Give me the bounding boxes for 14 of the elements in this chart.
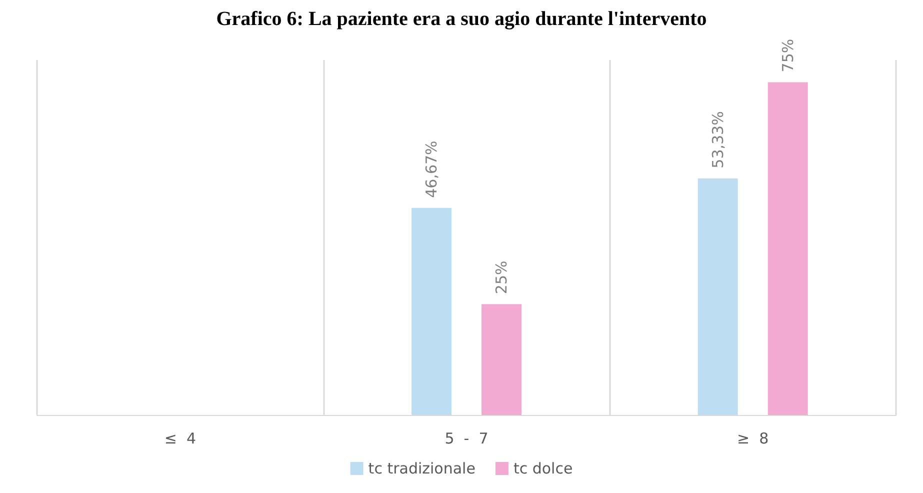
bar	[698, 178, 738, 415]
data-label: 53,33%	[708, 111, 727, 168]
bar	[482, 304, 522, 415]
data-label: 25%	[492, 260, 510, 294]
legend-label: tc dolce	[513, 460, 573, 478]
bar	[412, 208, 452, 415]
x-tick-label: ≤ 4	[164, 430, 196, 448]
x-tick-label: ≥ 8	[737, 430, 769, 448]
bar	[768, 82, 808, 415]
legend-label: tc tradizionale	[368, 460, 476, 478]
x-tick-label: 5 - 7	[444, 430, 488, 448]
chart-title: Grafico 6: La paziente era a suo agio durante l'intervento	[216, 8, 707, 30]
data-label: 46,67%	[422, 140, 440, 198]
data-label: 75%	[778, 38, 797, 72]
